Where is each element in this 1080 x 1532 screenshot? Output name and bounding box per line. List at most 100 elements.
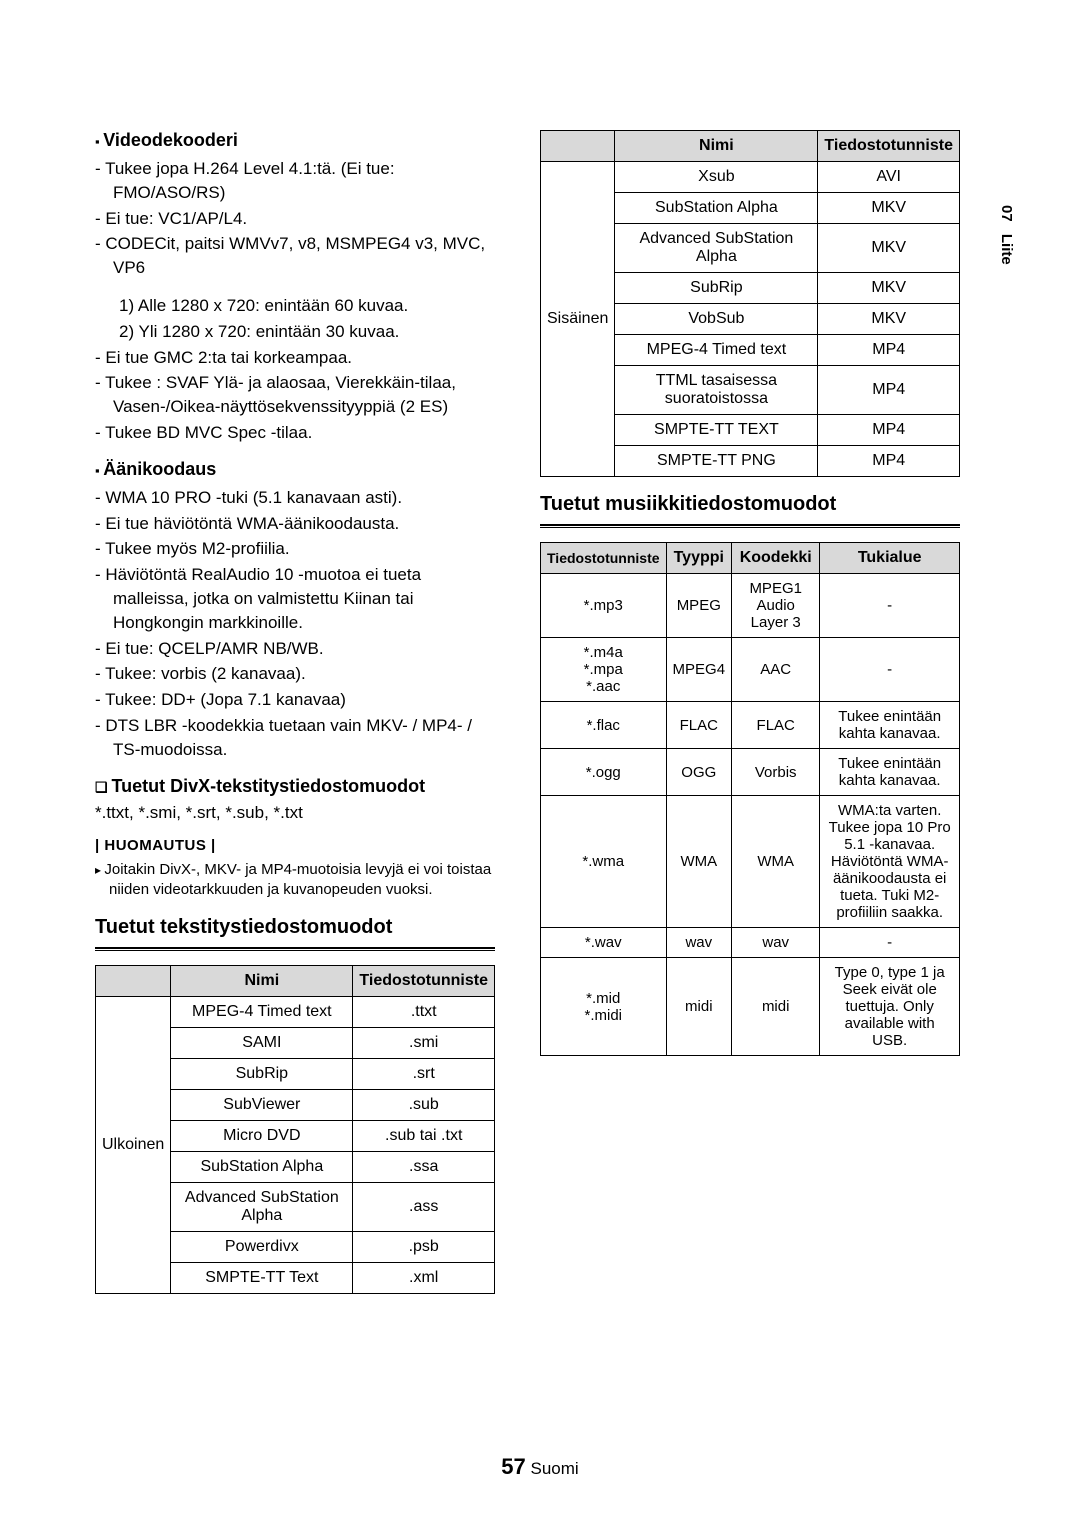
list-item: DTS LBR -koodekkia tuetaan vain MKV- / M… (95, 714, 495, 762)
cell: MPEG4 (666, 638, 732, 702)
cell: *.ogg (541, 749, 667, 796)
table-header-row: Nimi Tiedostotunniste (541, 131, 960, 162)
divx-head: Tuetut DivX-tekstitystiedostomuodot (95, 776, 495, 797)
cell-ext: MP4 (818, 415, 960, 446)
cell-name: SubRip (171, 1059, 353, 1090)
cell: *.mid *.midi (541, 958, 667, 1056)
cell-name: SubRip (615, 273, 818, 304)
cell: Type 0, type 1 ja Seek eivät ole tuettuj… (820, 958, 960, 1056)
cell: *.wav (541, 928, 667, 958)
list-item: Tukee myös M2-profiilia. (95, 537, 495, 561)
page-number: 57 Suomi (0, 1454, 1080, 1480)
cell-ext: .ttxt (353, 997, 495, 1028)
cell: WMA (732, 796, 820, 928)
list-item: Tukee: DD+ (Jopa 7.1 kanavaa) (95, 688, 495, 712)
cell-ext: MP4 (818, 366, 960, 415)
left-column: Videodekooderi Tukee jopa H.264 Level 4.… (95, 130, 495, 1294)
cell-ext: MP4 (818, 335, 960, 366)
cell: WMA (666, 796, 732, 928)
cell: FLAC (732, 702, 820, 749)
th-blank (96, 966, 171, 997)
cell: midi (666, 958, 732, 1056)
cell-ext: .smi (353, 1028, 495, 1059)
cell-name: Advanced SubStation Alpha (615, 224, 818, 273)
note-label: | HUOMAUTUS | (95, 837, 495, 854)
cell-ext: MKV (818, 224, 960, 273)
cell-ext: AVI (818, 162, 960, 193)
internal-subtitle-table: Nimi Tiedostotunniste Sisäinen Xsub AVI … (540, 130, 960, 477)
video-decoder-head: Videodekooderi (95, 130, 495, 151)
cell-name: SAMI (171, 1028, 353, 1059)
table-row: *.mid *.midi midi midi Type 0, type 1 ja… (541, 958, 960, 1056)
cell: AAC (732, 638, 820, 702)
th-blank (541, 131, 615, 162)
cell-name: Advanced SubStation Alpha (171, 1183, 353, 1232)
cell: wav (666, 928, 732, 958)
cell-name: SMPTE-TT TEXT (615, 415, 818, 446)
table-row: *.wav wav wav - (541, 928, 960, 958)
table-row: *.flac FLAC FLAC Tukee enintään kahta ka… (541, 702, 960, 749)
th-type: Tyyppi (666, 543, 732, 574)
cell-name: MPEG-4 Timed text (615, 335, 818, 366)
video-list-1: Tukee jopa H.264 Level 4.1:tä. (Ei tue: … (95, 157, 495, 280)
note-text: Joitakin DivX-, MKV- ja MP4-muotoisia le… (95, 860, 495, 901)
cell-ext: .xml (353, 1263, 495, 1294)
cell-ext: .ssa (353, 1152, 495, 1183)
cell-ext: .ass (353, 1183, 495, 1232)
rule (540, 524, 960, 526)
cell-name: Xsub (615, 162, 818, 193)
cell: *.wma (541, 796, 667, 928)
side-tab: 07 Liite (998, 205, 1015, 265)
list-item: CODECit, paitsi WMVv7, v8, MSMPEG4 v3, M… (95, 232, 495, 280)
list-item: Ei tue häviötöntä WMA-äänikoodausta. (95, 512, 495, 536)
audio-codec-head: Äänikoodaus (95, 459, 495, 480)
cell-ext: .psb (353, 1232, 495, 1263)
cell-name: Micro DVD (171, 1121, 353, 1152)
cell-name: SubStation Alpha (171, 1152, 353, 1183)
cell: midi (732, 958, 820, 1056)
th-ext: Tiedostotunniste (818, 131, 960, 162)
rule-thin (540, 527, 960, 528)
list-item: Tukee : SVAF Ylä- ja alaosaa, Vierekkäin… (95, 371, 495, 419)
cell: *.mp3 (541, 574, 667, 638)
rule-thin (95, 950, 495, 951)
th-ext: Tiedostotunniste (353, 966, 495, 997)
list-item: Häviötöntä RealAudio 10 -muotoa ei tueta… (95, 563, 495, 634)
rowspan-internal: Sisäinen (541, 162, 615, 477)
cell-name: TTML tasaisessa suoratoistossa (615, 366, 818, 415)
list-item: Tukee: vorbis (2 kanavaa). (95, 662, 495, 686)
list-item: Ei tue: QCELP/AMR NB/WB. (95, 637, 495, 661)
cell: MPEG1 Audio Layer 3 (732, 574, 820, 638)
list-item: Ei tue: VC1/AP/L4. (95, 207, 495, 231)
cell-name: Powerdivx (171, 1232, 353, 1263)
table-row: Ulkoinen MPEG-4 Timed text .ttxt (96, 997, 495, 1028)
music-formats-title: Tuetut musiikkitiedostomuodot (540, 493, 960, 516)
cell-name: MPEG-4 Timed text (171, 997, 353, 1028)
table-row: *.mp3 MPEG MPEG1 Audio Layer 3 - (541, 574, 960, 638)
cell: OGG (666, 749, 732, 796)
cell-ext: MP4 (818, 446, 960, 477)
music-formats-table: Tiedostotunniste Tyyppi Koodekki Tukialu… (540, 542, 960, 1056)
table-row: *.m4a *.mpa *.aac MPEG4 AAC - (541, 638, 960, 702)
external-subtitle-table: Nimi Tiedostotunniste Ulkoinen MPEG-4 Ti… (95, 965, 495, 1294)
page-content: Videodekooderi Tukee jopa H.264 Level 4.… (0, 0, 1080, 1354)
right-column: Nimi Tiedostotunniste Sisäinen Xsub AVI … (540, 130, 960, 1294)
cell: WMA:ta varten. Tukee jopa 10 Pro 5.1 -ka… (820, 796, 960, 928)
cell-name: SubStation Alpha (615, 193, 818, 224)
list-item: Ei tue GMC 2:ta tai korkeampaa. (95, 346, 495, 370)
cell-ext: .sub (353, 1090, 495, 1121)
side-tab-num: 07 (998, 205, 1015, 222)
rowspan-external: Ulkoinen (96, 997, 171, 1294)
th-support: Tukialue (820, 543, 960, 574)
cell: wav (732, 928, 820, 958)
cell: - (820, 638, 960, 702)
th-name: Nimi (615, 131, 818, 162)
list-item: WMA 10 PRO -tuki (5.1 kanavaan asti). (95, 486, 495, 510)
cell-name: SubViewer (171, 1090, 353, 1121)
list-item: Tukee BD MVC Spec -tilaa. (95, 421, 495, 445)
cell: *.m4a *.mpa *.aac (541, 638, 667, 702)
th-codec: Koodekki (732, 543, 820, 574)
table-row: *.ogg OGG Vorbis Tukee enintään kahta ka… (541, 749, 960, 796)
sub-item: 1) Alle 1280 x 720: enintään 60 kuvaa. (95, 294, 495, 318)
table-row: *.wma WMA WMA WMA:ta varten. Tukee jopa … (541, 796, 960, 928)
